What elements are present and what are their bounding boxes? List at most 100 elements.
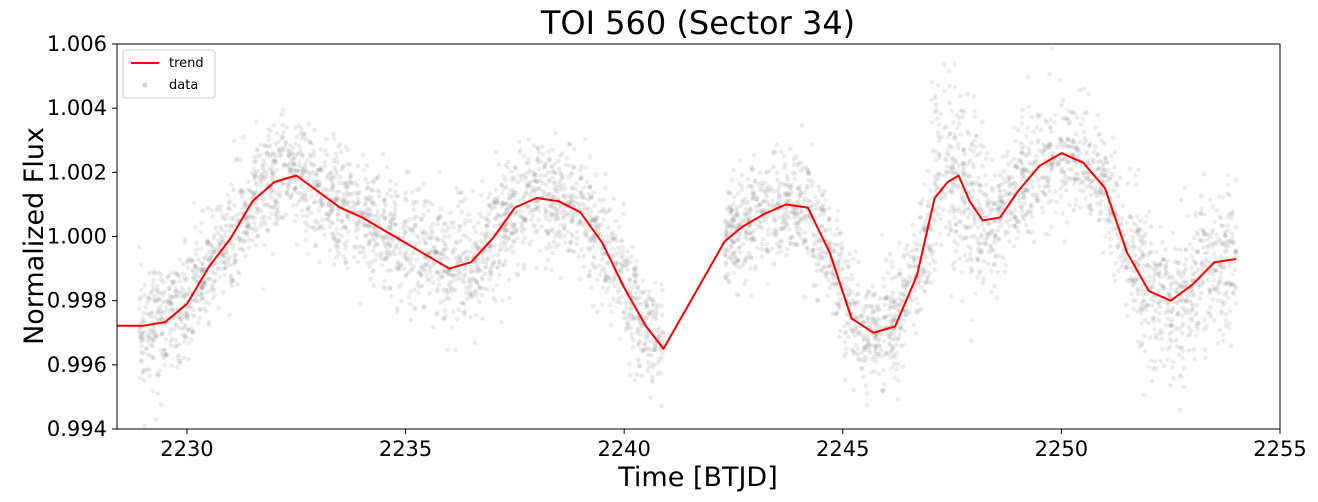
data-point [982, 215, 988, 220]
data-point [743, 229, 748, 234]
data-point [784, 198, 789, 203]
data-point [627, 277, 633, 282]
data-point [1188, 288, 1193, 294]
data-point [806, 178, 812, 183]
data-point [731, 240, 736, 245]
data-point [318, 204, 324, 209]
data-point [418, 273, 424, 278]
data-point [431, 245, 437, 251]
data-point [572, 210, 577, 216]
data-point [395, 265, 401, 271]
data-point [830, 270, 835, 275]
data-point [309, 225, 314, 230]
data-point [417, 268, 423, 274]
data-point [224, 256, 229, 261]
data-point [1169, 309, 1175, 314]
data-point [835, 208, 840, 214]
data-point [761, 199, 766, 204]
data-point [567, 141, 573, 147]
data-point [1144, 214, 1149, 219]
data-point [301, 191, 307, 196]
data-point [1019, 169, 1024, 175]
data-point [345, 239, 350, 244]
data-point [300, 170, 306, 176]
data-point [373, 226, 378, 231]
data-point [750, 196, 755, 201]
data-point [240, 193, 245, 199]
data-point [884, 294, 889, 299]
data-point [301, 169, 306, 175]
data-point [836, 251, 842, 257]
data-point [152, 271, 157, 277]
data-point [421, 212, 426, 218]
data-point [265, 227, 270, 233]
data-point [1041, 210, 1046, 215]
data-point [159, 331, 165, 337]
data-point [1009, 211, 1014, 217]
data-point [787, 198, 793, 203]
data-point [794, 211, 800, 217]
data-point [611, 196, 617, 202]
data-point [302, 163, 308, 169]
data-point [283, 140, 288, 146]
data-point [534, 179, 539, 184]
data-point [366, 213, 371, 218]
data-point [642, 299, 648, 305]
data-point [890, 299, 896, 305]
data-point [291, 161, 296, 167]
data-point [1142, 349, 1148, 354]
data-point [1160, 299, 1165, 304]
data-point [312, 199, 318, 204]
data-point [947, 84, 952, 89]
data-point [341, 254, 347, 259]
data-point [388, 178, 393, 184]
data-point [184, 276, 190, 282]
data-point [228, 280, 233, 285]
data-point [487, 243, 493, 249]
data-point [453, 348, 458, 353]
data-point [199, 221, 204, 226]
data-point [919, 201, 924, 206]
data-point [796, 187, 802, 193]
data-point [450, 274, 456, 279]
data-point [1193, 333, 1199, 338]
data-point [322, 159, 327, 165]
data-point [1165, 357, 1170, 363]
data-point [1061, 156, 1067, 162]
data-point [334, 254, 339, 260]
data-point [218, 203, 223, 209]
data-point [880, 353, 886, 359]
data-point [467, 290, 473, 296]
data-point [416, 280, 421, 285]
data-point [254, 234, 260, 240]
data-point [853, 314, 858, 320]
data-point [1222, 232, 1228, 238]
data-point [451, 272, 457, 277]
data-point [512, 176, 517, 182]
data-point [846, 263, 851, 269]
data-point [371, 283, 377, 288]
data-point [805, 198, 811, 204]
data-point [556, 216, 561, 222]
data-point [474, 280, 480, 286]
data-point [647, 289, 652, 294]
data-point [813, 194, 818, 199]
data-point [636, 341, 642, 347]
data-point [396, 267, 401, 273]
data-point [254, 182, 259, 188]
data-point [784, 252, 789, 258]
data-point [561, 207, 567, 213]
data-point [141, 350, 146, 356]
data-point [392, 252, 398, 257]
data-point [335, 211, 341, 217]
data-point [268, 152, 274, 157]
data-point [1071, 207, 1076, 213]
data-point [579, 164, 584, 169]
data-point [207, 257, 213, 263]
data-point [1102, 217, 1107, 222]
data-point [265, 151, 270, 156]
data-point [401, 221, 407, 227]
data-point [1163, 262, 1169, 268]
data-point [483, 236, 488, 242]
data-point [936, 151, 942, 157]
